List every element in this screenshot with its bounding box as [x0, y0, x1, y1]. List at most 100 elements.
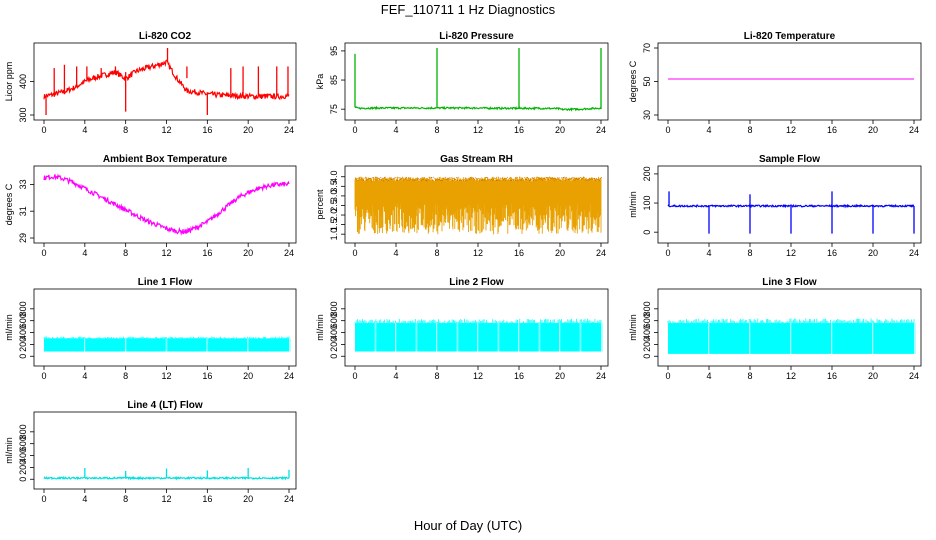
x-tick-label: 8: [747, 248, 752, 258]
panel-3: [30, 165, 297, 247]
x-tick-label: 8: [123, 494, 128, 504]
x-tick-label: 0: [352, 125, 357, 135]
data-layer: [354, 48, 602, 112]
x-tick-label: 20: [243, 248, 253, 258]
x-tick-label: 16: [202, 125, 212, 135]
series-band: [458, 323, 478, 352]
y-tick-label: 600: [18, 313, 28, 328]
y-tick-label: 0: [329, 354, 339, 359]
panel-6: [30, 288, 297, 370]
y-tick-label: 30: [642, 110, 652, 120]
series-band: [355, 323, 375, 352]
plot-frame: [344, 42, 609, 121]
y-tick-label: 2.0: [329, 209, 339, 222]
chart-title: Li-820 Pressure: [439, 31, 514, 42]
chart-title: Li-820 CO2: [139, 31, 192, 42]
x-tick-label: 24: [284, 248, 294, 258]
series-band: [478, 323, 498, 352]
series-band: [519, 323, 539, 352]
series-band: [248, 338, 289, 352]
y-tick-label: 1.5: [329, 218, 339, 231]
x-tick-label: 20: [243, 371, 253, 381]
chart-title: Li-820 Temperature: [744, 31, 836, 42]
x-tick-label: 20: [868, 248, 878, 258]
x-tick-label: 20: [243, 125, 253, 135]
y-tick-label: 33: [18, 179, 28, 189]
series-band: [167, 338, 207, 352]
data-layer: [43, 48, 290, 115]
x-tick-label: 24: [909, 371, 919, 381]
y-tick-label: 400: [18, 448, 28, 463]
x-tick-label: 8: [434, 125, 439, 135]
x-tick-label: 0: [352, 248, 357, 258]
y-tick-label: 0: [18, 354, 28, 359]
x-tick-label: 24: [284, 494, 294, 504]
panel-1: [341, 42, 609, 124]
y-tick-label: 200: [18, 337, 28, 352]
series-band: [437, 323, 457, 352]
x-tick-label: 4: [82, 371, 87, 381]
plot-frame: [33, 288, 297, 367]
y-axis-label: ml/min: [4, 314, 14, 341]
x-tick-label: 4: [393, 125, 398, 135]
x-tick-label: 8: [123, 371, 128, 381]
y-axis-label: ml/min: [315, 314, 325, 341]
y-tick-label: 200: [18, 460, 28, 475]
y-tick-label: 400: [18, 325, 28, 340]
data-layer: [354, 318, 603, 352]
plot-frame: [33, 411, 297, 490]
x-tick-label: 0: [665, 248, 670, 258]
data-layer: [43, 336, 291, 352]
x-tick-label: 12: [473, 371, 483, 381]
y-tick-label: 31: [18, 206, 28, 216]
x-tick-label: 12: [473, 248, 483, 258]
panel-2: [654, 42, 922, 124]
series-band: [208, 338, 248, 352]
x-tick-label: 12: [786, 125, 796, 135]
x-tick-label: 4: [393, 248, 398, 258]
x-tick-label: 8: [434, 248, 439, 258]
x-tick-label: 16: [514, 371, 524, 381]
y-tick-label: 400: [642, 325, 652, 340]
series-band: [873, 323, 914, 354]
x-tick-label: 16: [514, 248, 524, 258]
y-axis-label: ml/min: [628, 314, 638, 341]
series-line: [354, 105, 602, 112]
y-tick-label: 600: [18, 436, 28, 451]
x-tick-label: 0: [665, 125, 670, 135]
series-band: [499, 323, 519, 352]
series-line: [667, 203, 914, 209]
x-tick-label: 0: [41, 248, 46, 258]
chart-title: Line 3 Flow: [762, 277, 817, 288]
x-tick-label: 12: [161, 371, 171, 381]
x-tick-label: 0: [665, 371, 670, 381]
series-band: [560, 323, 580, 352]
plot-frame: [657, 165, 922, 244]
y-tick-label: 800: [18, 424, 28, 439]
x-tick-label: 0: [352, 371, 357, 381]
y-axis-label: ml/min: [4, 437, 14, 464]
x-tick-label: 12: [786, 371, 796, 381]
plot-frame: [33, 165, 297, 244]
y-tick-label: 200: [642, 337, 652, 352]
y-tick-label: 800: [329, 301, 339, 316]
chart-title: Ambient Box Temperature: [103, 154, 228, 165]
x-tick-label: 8: [747, 371, 752, 381]
x-tick-label: 12: [786, 248, 796, 258]
series-band: [396, 323, 416, 352]
panel-7: [341, 288, 609, 370]
y-tick-label: 70: [642, 43, 652, 53]
plot-frame: [33, 42, 297, 121]
series-points: [354, 176, 602, 182]
y-tick-label: 400: [18, 74, 28, 89]
x-tick-label: 16: [514, 125, 524, 135]
series-band: [417, 323, 437, 352]
plot-frame: [657, 288, 922, 367]
panel-5: [654, 165, 922, 247]
data-layer: [354, 176, 602, 235]
y-axis-label: Licor ppm: [4, 62, 14, 102]
series-line: [43, 173, 290, 236]
series-band: [750, 323, 791, 354]
series-band: [354, 176, 602, 235]
